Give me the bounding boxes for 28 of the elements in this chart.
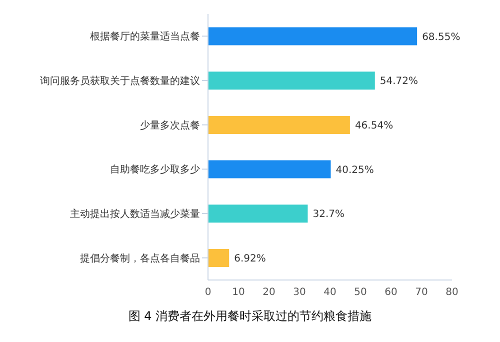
y-tick-label: 自助餐吃多少取多少	[110, 164, 200, 176]
data-label: 6.92%	[234, 254, 266, 265]
x-tick-label: 80	[446, 287, 458, 298]
y-tick-label: 主动提出按人数适当减少菜量	[70, 208, 200, 220]
x-tick-label: 10	[232, 287, 245, 298]
data-label: 46.54%	[354, 120, 394, 132]
x-tick-label: 20	[262, 287, 276, 298]
x-tick-label: 70	[415, 287, 428, 298]
x-tick-label: 30	[293, 287, 306, 298]
y-tick-label: 询问服务员获取关于点餐数量的建议	[40, 75, 200, 88]
x-tick-label: 40	[324, 287, 336, 298]
bar	[208, 116, 350, 134]
bar	[208, 248, 230, 267]
data-label: 68.55%	[422, 32, 460, 43]
x-tick-label: 60	[384, 287, 398, 298]
y-tick-label: 提倡分餐制，各点各自餐品	[80, 252, 200, 264]
x-tick-label: 0	[204, 287, 212, 298]
y-tick-label: 根据餐厅的菜量适当点餐	[90, 30, 200, 43]
data-label: 54.72%	[380, 76, 418, 88]
bar	[208, 160, 331, 178]
bar	[208, 27, 418, 46]
bar	[208, 72, 375, 90]
data-label: 40.25%	[336, 164, 374, 176]
text: 图 4 消费者在外用餐时采取过的节约粮食措施	[127, 308, 373, 325]
bar	[208, 204, 308, 223]
x-tick-label: 50	[354, 287, 367, 298]
y-tick-label: 少量多次点餐	[140, 119, 200, 132]
data-label: 32.7%	[312, 209, 345, 220]
